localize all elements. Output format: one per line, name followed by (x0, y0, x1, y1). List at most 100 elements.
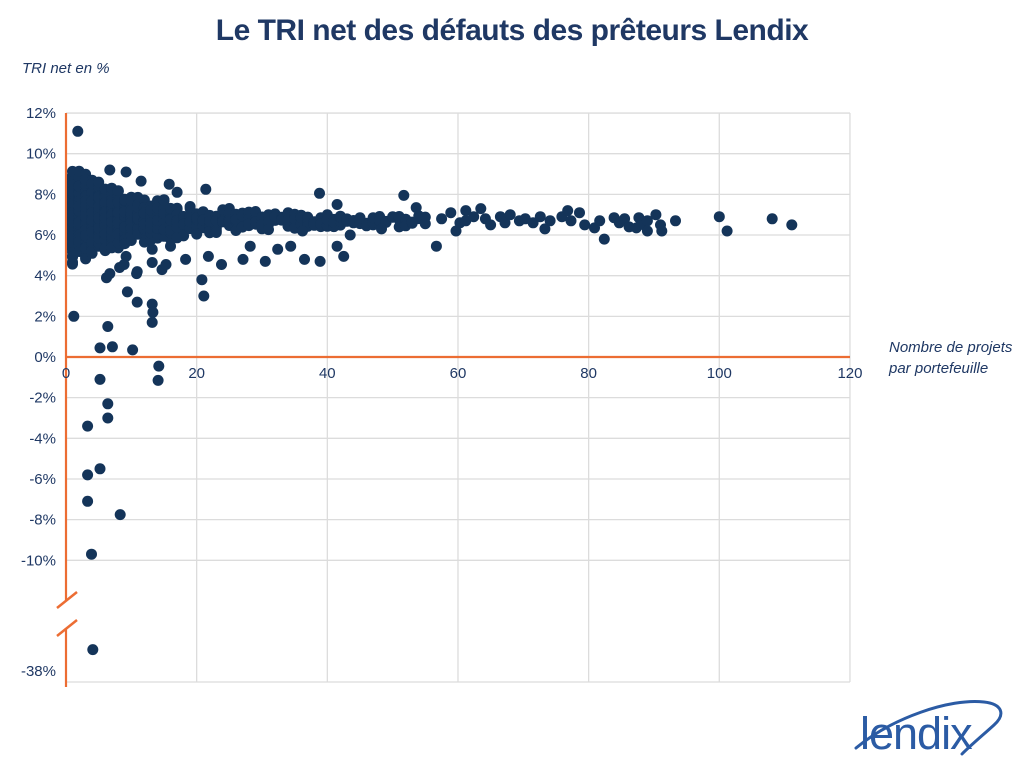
scatter-point (285, 240, 297, 252)
y-tick-label: -8% (29, 512, 56, 529)
scatter-point (619, 213, 631, 225)
axis-break-mark (56, 619, 78, 637)
y-tick-label: 2% (34, 308, 56, 325)
scatter-point (121, 286, 133, 298)
scatter-point (146, 298, 158, 310)
scatter-point (338, 250, 350, 262)
scatter-point (94, 373, 106, 385)
scatter-point (180, 253, 192, 265)
y-tick-label: -10% (21, 552, 56, 569)
scatter-point (165, 240, 176, 252)
scatter-point (656, 225, 668, 237)
scatter-point (641, 225, 653, 237)
scatter-point (104, 164, 116, 176)
x-axis-title-line1: Nombre de projets (889, 339, 1013, 356)
scatter-point (263, 224, 274, 236)
x-tick-label: 0 (62, 365, 70, 382)
logo-text: lendix (860, 708, 973, 759)
scatter-point (244, 240, 256, 252)
scatter-point (670, 215, 681, 227)
x-tick-label: 20 (188, 365, 205, 382)
scatter-point (82, 469, 94, 481)
scatter-point (114, 509, 126, 521)
scatter-point (86, 548, 97, 560)
scatter-point (102, 412, 114, 424)
scatter-point (450, 225, 462, 237)
scatter-point (72, 125, 84, 137)
x-tick-label: 120 (837, 365, 862, 382)
scatter-point (146, 316, 158, 328)
scatter-point (504, 209, 516, 221)
scatter-point (534, 211, 546, 223)
scatter-point (475, 203, 487, 215)
scatter-point (152, 374, 164, 386)
scatter-point (485, 219, 497, 231)
scatter-point (237, 253, 249, 265)
scatter-point (94, 342, 106, 354)
scatter-point (376, 223, 387, 235)
scatter-point (146, 243, 158, 255)
scatter-point (527, 217, 539, 229)
scatter-point (562, 205, 574, 217)
scatter-point (766, 213, 778, 225)
scatter-point (565, 215, 577, 227)
scatter-point (131, 296, 143, 308)
scatter-point (106, 341, 118, 353)
scatter-point (786, 219, 798, 231)
y-tick-label: 4% (34, 268, 56, 285)
scatter-point (158, 194, 170, 206)
scatter-point (331, 240, 343, 252)
scatter-point (120, 250, 132, 262)
y-tick-label: -6% (29, 471, 56, 488)
x-axis-title-line2: par portefeuille (889, 360, 989, 377)
y-tick-label: -2% (29, 390, 56, 407)
scatter-point (598, 233, 610, 245)
x-tick-label: 100 (707, 365, 732, 382)
scatter-point (410, 202, 422, 214)
lendix-logo: lendix (850, 692, 1022, 760)
scatter-point (171, 186, 183, 198)
scatter-point (120, 166, 132, 178)
scatter-point (539, 223, 551, 235)
scatter-point (499, 217, 511, 229)
scatter-point (216, 259, 227, 270)
y-axis-title: TRI net en % (22, 60, 110, 77)
x-tick-label: 60 (450, 365, 467, 382)
lendix-logo-svg: lendix (854, 699, 1003, 759)
scatter-point (160, 259, 172, 270)
y-tick-label: 0% (34, 349, 56, 366)
scatter-point (94, 463, 106, 475)
scatter-point (200, 183, 212, 195)
scatter-point (468, 211, 480, 223)
scatter-point (436, 213, 448, 225)
scatter-point (198, 290, 210, 302)
scatter-point (104, 268, 116, 280)
scatter-point (131, 266, 143, 278)
scatter-point (713, 211, 725, 223)
x-axis-title: Nombre de projets par portefeuille (889, 337, 1012, 379)
scatter-point (297, 225, 308, 237)
y-tick-label: 10% (26, 146, 56, 163)
y-tick-label: -38% (21, 663, 56, 680)
scatter-point (299, 253, 310, 265)
scatter-point (445, 207, 457, 219)
scatter-point (82, 495, 94, 507)
scatter-point (146, 257, 158, 268)
scatter-point (127, 344, 139, 356)
scatter-point (314, 255, 326, 267)
scatter-point (210, 227, 222, 238)
scatter-point (650, 209, 662, 221)
scatter-point (460, 205, 472, 217)
scatter-point (574, 207, 585, 219)
scatter-point (68, 310, 80, 322)
y-tick-label: 8% (34, 186, 56, 203)
scatter-point (202, 250, 214, 262)
scatter-point (272, 243, 284, 255)
logo-swoosh-icon (854, 699, 1003, 756)
scatter-point (178, 230, 190, 242)
axis-break-mark (56, 591, 78, 609)
scatter-point (163, 178, 175, 190)
scatter-point (579, 219, 591, 231)
